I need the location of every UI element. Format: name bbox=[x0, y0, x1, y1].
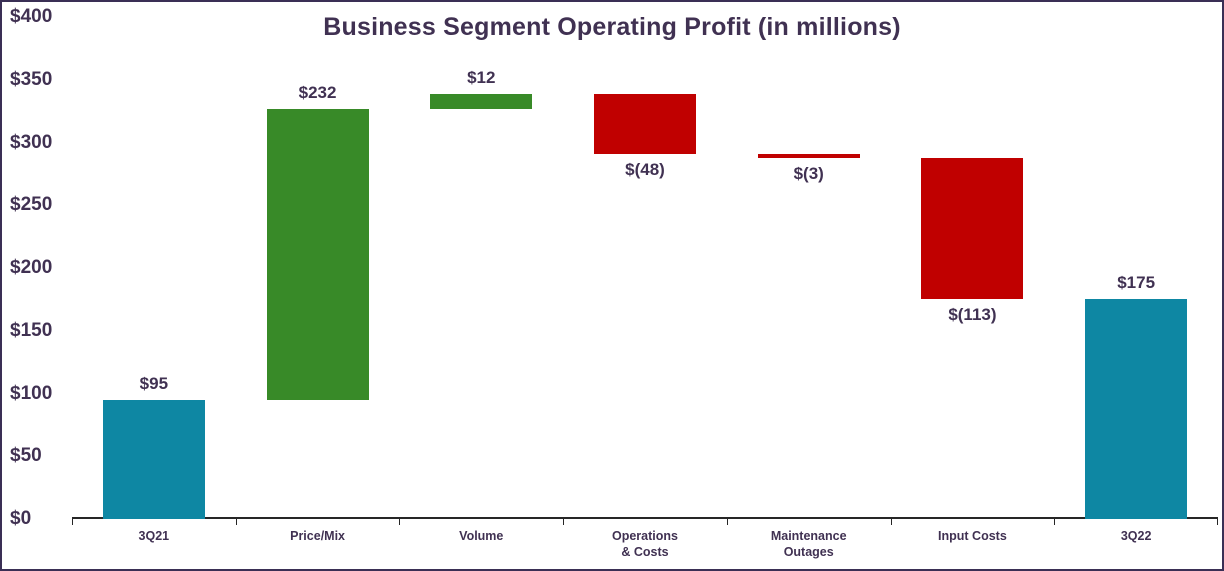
chart-title: Business Segment Operating Profit (in mi… bbox=[323, 13, 901, 41]
y-tick-label: $100 bbox=[10, 382, 53, 404]
x-axis-category-label: Maintenance Outages bbox=[770, 529, 847, 559]
x-axis-tick bbox=[726, 519, 728, 525]
bar-data-label: $232 bbox=[298, 82, 337, 102]
bar-data-label: $12 bbox=[467, 67, 496, 87]
waterfall-bar bbox=[921, 157, 1024, 300]
bar-data-label: $(3) bbox=[793, 163, 824, 183]
x-axis-tick bbox=[890, 519, 892, 525]
y-tick-label: $200 bbox=[10, 257, 53, 278]
bar-data-label: $95 bbox=[139, 373, 169, 393]
x-axis-tick bbox=[1054, 519, 1056, 525]
x-axis-tick bbox=[1217, 519, 1218, 525]
x-axis-category-label: 3Q21 bbox=[138, 529, 170, 543]
waterfall-bar bbox=[266, 108, 369, 400]
x-axis-category-label: Input Costs bbox=[938, 529, 1007, 543]
y-tick-label: $0 bbox=[10, 508, 32, 529]
x-axis-category-label: Price/Mix bbox=[290, 529, 345, 543]
bar-data-label: $175 bbox=[1117, 273, 1156, 293]
bar-data-label: $(113) bbox=[948, 305, 997, 325]
waterfall-bar bbox=[430, 93, 533, 109]
y-tick-label: $250 bbox=[10, 194, 53, 216]
x-axis-category-label: 3Q22 bbox=[1120, 529, 1152, 543]
waterfall-bar bbox=[757, 153, 860, 158]
y-tick-label: $300 bbox=[10, 131, 53, 153]
x-axis-tick bbox=[72, 519, 73, 525]
y-tick-label: $350 bbox=[10, 68, 53, 90]
y-tick-label: $400 bbox=[10, 6, 53, 27]
x-axis-category-label: Operations & Costs bbox=[611, 529, 678, 559]
x-axis-category-label: Volume bbox=[459, 529, 504, 543]
waterfall-bar bbox=[1085, 299, 1188, 519]
y-axis: $0 $50 $100 $150 $200 $250 $300 $350 $400 bbox=[2, 6, 72, 529]
x-axis-tick bbox=[563, 519, 565, 525]
x-axis-tick bbox=[235, 519, 237, 525]
plot-area: $95 3Q21 $232 Price/Mix $12 Volume $(48) Operat… bbox=[72, 17, 1218, 559]
waterfall-bar bbox=[594, 93, 696, 154]
x-axis-tick bbox=[399, 519, 401, 525]
y-tick-label: $150 bbox=[10, 319, 53, 341]
bar-data-label: $(48) bbox=[625, 159, 665, 179]
y-tick-label: $50 bbox=[10, 445, 42, 467]
waterfall-bar bbox=[102, 399, 205, 519]
